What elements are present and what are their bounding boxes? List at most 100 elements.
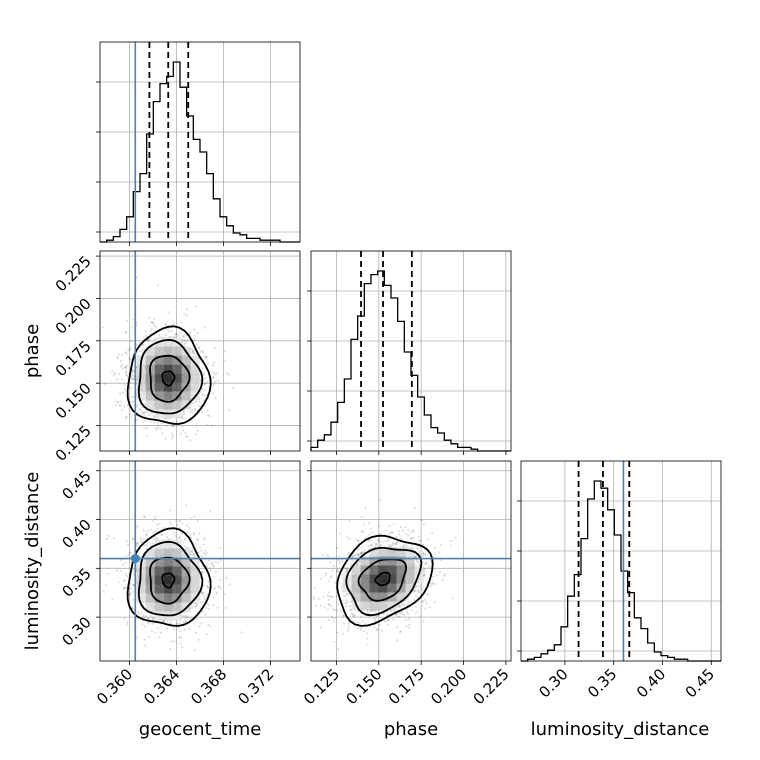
sample-point [215, 372, 218, 375]
sample-point [422, 551, 425, 555]
sample-point [368, 533, 371, 537]
sample-point [391, 543, 394, 547]
sample-point [177, 333, 180, 336]
sample-point [327, 555, 330, 558]
sample-point [402, 545, 405, 548]
density-cell [181, 373, 191, 383]
sample-point [124, 573, 128, 577]
sample-point [145, 537, 148, 540]
sample-point [131, 590, 134, 594]
sample-point [128, 358, 132, 361]
sample-point [150, 321, 153, 324]
x-tick-label-geocent_time: 0.372 [234, 665, 277, 708]
sample-point [346, 536, 349, 539]
contour-line [161, 370, 176, 387]
density-cell [172, 346, 182, 356]
density-cell [369, 565, 379, 575]
sample-point [358, 560, 361, 563]
sample-point [320, 626, 323, 629]
sample-point [181, 335, 185, 338]
sample-point [434, 600, 437, 604]
sample-point [141, 412, 144, 415]
sample-point [415, 555, 418, 558]
sample-point [131, 369, 135, 373]
sample-point [206, 584, 209, 588]
sample-point [410, 537, 413, 540]
sample-point [200, 410, 204, 413]
sample-point [366, 632, 369, 635]
sample-point [399, 526, 402, 529]
sample-point [179, 519, 182, 523]
sample-point [115, 404, 118, 407]
sample-point [132, 537, 135, 540]
sample-point [207, 623, 210, 627]
y-axis-label-luminosity_distance: luminosity_distance [22, 472, 43, 651]
sample-point [152, 531, 155, 534]
sample-point [144, 329, 147, 332]
density-cell [172, 355, 182, 365]
y-tick-label-phase: 0.175 [52, 337, 95, 380]
sample-point [352, 559, 355, 563]
sample-point [360, 551, 363, 554]
sample-point [369, 527, 373, 530]
sample-point [405, 592, 409, 595]
sample-point [125, 373, 128, 377]
sample-point [232, 387, 235, 390]
sample-point [305, 573, 307, 575]
sample-point [132, 370, 135, 373]
sample-point [369, 543, 372, 546]
sample-point [125, 319, 129, 323]
density-cell [190, 364, 200, 374]
sample-point [321, 553, 324, 557]
sample-point [135, 542, 139, 545]
sample-point [323, 606, 326, 609]
sample-point [417, 590, 420, 593]
sample-point [342, 614, 345, 617]
sample-point [174, 519, 178, 522]
sample-point [125, 364, 128, 368]
sample-point [330, 616, 334, 619]
sample-point [395, 626, 398, 629]
sample-point [151, 622, 154, 625]
panel-2d-geocent_time-phase [96, 250, 301, 455]
sample-point [407, 601, 410, 604]
sample-point [144, 411, 147, 414]
sample-point [404, 618, 408, 622]
sample-point [375, 629, 378, 632]
sample-point [195, 605, 198, 608]
sample-point [202, 393, 205, 396]
sample-point [144, 615, 147, 618]
sample-point [396, 639, 399, 642]
sample-point [177, 520, 180, 523]
sample-point [413, 506, 416, 510]
sample-point [215, 591, 218, 594]
sample-point [325, 553, 328, 556]
sample-point [182, 620, 185, 623]
sample-point [129, 386, 133, 389]
sample-point [104, 584, 107, 587]
sample-point [332, 620, 336, 623]
sample-point [203, 383, 206, 386]
sample-point [183, 313, 186, 316]
sample-point [194, 605, 197, 608]
sample-point [225, 576, 228, 580]
sample-point [143, 337, 146, 340]
sample-point [353, 614, 356, 617]
sample-point [165, 627, 169, 630]
sample-point [187, 546, 190, 549]
sample-point [130, 371, 133, 374]
density-cell [378, 547, 388, 557]
sample-point [189, 331, 192, 334]
sample-point [385, 613, 388, 616]
sample-point [356, 621, 359, 624]
density-cell [154, 611, 164, 621]
sample-point [327, 598, 330, 601]
sample-point [378, 540, 382, 543]
sample-point [418, 539, 421, 542]
sample-point [183, 611, 186, 614]
panel-frame [310, 460, 512, 662]
sample-point [349, 608, 352, 612]
sample-point [425, 602, 428, 605]
sample-point [168, 509, 172, 512]
sample-point [359, 551, 363, 555]
